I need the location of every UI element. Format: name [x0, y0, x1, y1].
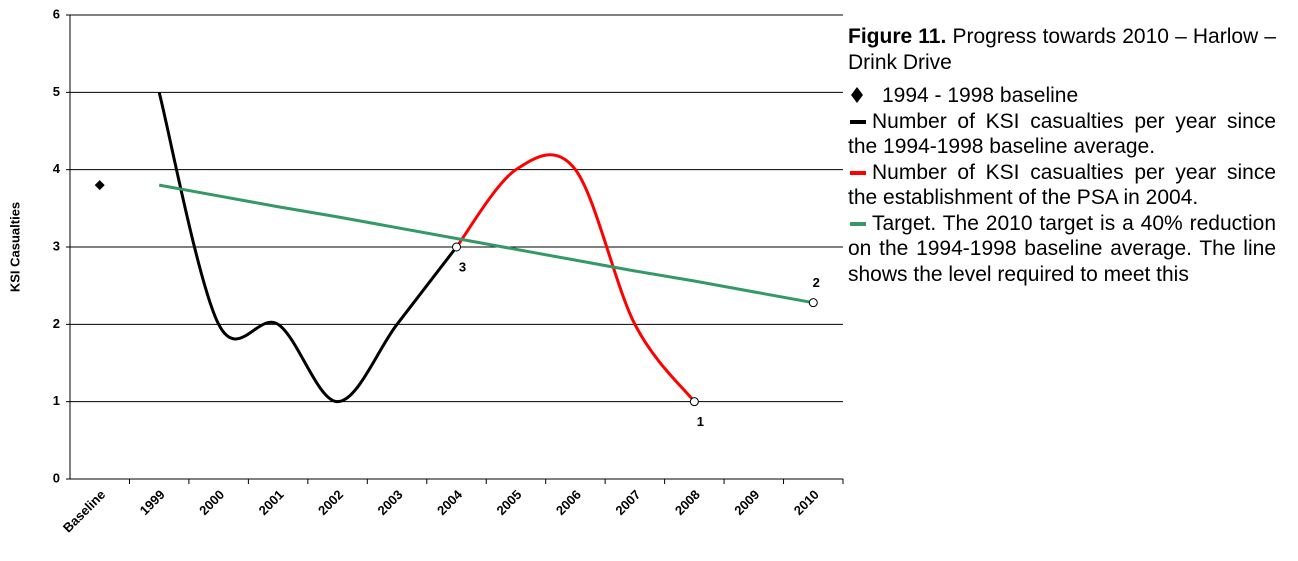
diamond — [851, 87, 863, 103]
x-tick-label: Baseline — [60, 487, 108, 535]
caption: Figure 11. Progress towards 2010 – Harlo… — [848, 24, 1276, 287]
y-tick-label: 5 — [53, 84, 60, 99]
y-tick-label: 2 — [53, 316, 60, 331]
title: Progress towards 2010 – Harlow – Drink D… — [848, 25, 1276, 74]
x-tick-label: 2001 — [256, 487, 287, 518]
legend-label: Number of KSI casualties per year since … — [848, 160, 1276, 210]
diamond-marker — [94, 180, 105, 191]
legend-entry: Number of KSI casualties per year since … — [848, 160, 1276, 211]
legend-label: 1994 - 1998 baseline — [882, 84, 1079, 107]
y-axis-label: KSI Casualties — [7, 202, 22, 292]
y-tick-label: 3 — [53, 238, 60, 253]
y-tick-label: 6 — [53, 6, 60, 21]
legend-symbol — [850, 119, 866, 124]
y-tick-label: 0 — [53, 470, 60, 485]
x-tick-label: 2002 — [315, 487, 346, 518]
point-marker — [452, 242, 461, 252]
point-label: 2 — [813, 275, 820, 290]
x-tick-label: 2006 — [553, 487, 584, 518]
x-tick-label: 2008 — [672, 487, 703, 518]
legend-symbol — [850, 221, 866, 226]
point-label: 1 — [697, 414, 704, 429]
y-tick-label: 1 — [53, 393, 60, 408]
series-line — [157, 91, 458, 404]
legend-entry: Target. The 2010 target is a 40% reducti… — [848, 211, 1276, 288]
legend-entry: 1994 - 1998 baseline — [848, 83, 1276, 109]
figure-label: Figure 11. — [848, 25, 947, 48]
y-tick-label: 4 — [53, 161, 61, 176]
series-line — [158, 183, 814, 305]
series-line — [455, 153, 696, 403]
legend: 1994 - 1998 baseline Number of KSI casual… — [848, 83, 1276, 287]
chart: KSI Casualties 0 1 2 3 4 5 6 Baseline 1999 2000 20… — [7, 6, 844, 535]
legend-label: Number of KSI casualties per year since … — [848, 109, 1276, 159]
x-tick-label: 2010 — [791, 487, 822, 518]
point-label: 3 — [459, 259, 466, 274]
x-tick-label: 2005 — [493, 487, 524, 518]
legend-label: Target. The 2010 target is a 40% reducti… — [848, 211, 1276, 286]
legend-symbol — [850, 83, 868, 109]
point-marker — [808, 298, 818, 308]
x-tick-label: 1999 — [137, 487, 168, 518]
x-tick-label: 2003 — [375, 487, 406, 518]
x-tick-label: 2007 — [612, 487, 643, 518]
caption-title: Figure 11. Progress towards 2010 – Harlo… — [848, 24, 1276, 75]
x-tick-label: 2000 — [196, 487, 227, 518]
point-marker — [689, 397, 699, 407]
x-tick-label: 2004 — [434, 486, 466, 518]
legend-symbol — [850, 170, 866, 175]
legend-entry: Number of KSI casualties per year since … — [848, 109, 1276, 160]
x-tick-label: 2009 — [731, 487, 762, 518]
